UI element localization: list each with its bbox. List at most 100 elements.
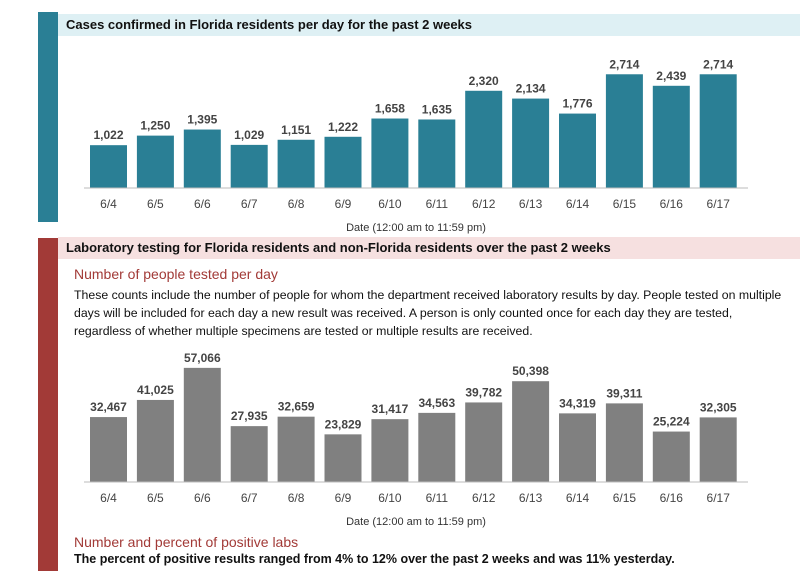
cases-tick-label: 6/6	[194, 197, 211, 211]
tested-subheading: Number of people tested per day	[74, 266, 278, 282]
tested-bar	[183, 367, 221, 482]
cases-value-label: 1,022	[93, 128, 123, 142]
positive-labs-summary: The percent of positive results ranged f…	[74, 552, 675, 566]
positive-labs-subheading: Number and percent of positive labs	[74, 534, 299, 550]
cases-tick-label: 6/4	[100, 197, 117, 211]
cases-value-label: 2,134	[516, 82, 546, 96]
tested-tick-label: 6/5	[147, 491, 164, 505]
tested-tick-label: 6/7	[241, 491, 258, 505]
tested-chart: 32,467 41,025 57,066 27,935 32,659 23,829 31,4…	[84, 351, 748, 528]
tested-tick-label: 6/8	[288, 491, 305, 505]
tested-bar	[699, 417, 737, 482]
tested-value-label: 23,829	[325, 417, 362, 431]
cases-bar	[183, 129, 221, 188]
tested-tick-label: 6/14	[566, 491, 590, 505]
cases-tick-label: 6/15	[613, 197, 637, 211]
tested-value-label: 39,311	[606, 386, 642, 400]
cases-bar	[90, 145, 127, 188]
cases-ticks: 6/4 6/5 6/6 6/7 6/8 6/9 6/10 6/11 6/12 6/13 6/14 6/…	[100, 197, 730, 211]
tested-value-label: 25,224	[653, 415, 690, 429]
tested-value-label: 50,398	[512, 364, 549, 378]
cases-value-label: 1,151	[281, 123, 311, 137]
cases-bar	[512, 98, 550, 188]
tested-tick-label: 6/16	[660, 491, 684, 505]
cases-bar	[699, 74, 737, 188]
cases-bar	[371, 118, 409, 188]
tested-bar	[465, 402, 503, 482]
cases-value-label: 1,635	[422, 102, 452, 116]
tested-tick-label: 6/6	[194, 491, 211, 505]
cases-bar	[605, 74, 643, 188]
cases-value-label: 2,714	[703, 57, 733, 71]
cases-tick-label: 6/17	[707, 197, 731, 211]
cases-bar	[559, 113, 596, 188]
cases-bar	[230, 144, 268, 188]
cases-tick-label: 6/13	[519, 197, 543, 211]
cases-value-label: 1,250	[140, 119, 170, 133]
tested-bar	[90, 417, 127, 482]
tested-bar	[371, 419, 409, 482]
tested-bars: 32,467 41,025 57,066 27,935 32,659 23,829 31,4…	[90, 351, 737, 482]
cases-x-axis-label: Date (12:00 am to 11:59 pm)	[346, 222, 486, 234]
tested-bar	[559, 413, 596, 482]
cases-value-label: 1,395	[187, 113, 217, 127]
tested-x-axis-label: Date (12:00 am to 11:59 pm)	[346, 516, 486, 528]
cases-chart: 1,022 1,250 1,395 1,029 1,151 1,222 1,658 1,635…	[84, 57, 748, 234]
tested-tick-label: 6/4	[100, 491, 117, 505]
cases-value-label: 1,222	[328, 120, 358, 134]
cases-tick-label: 6/7	[241, 197, 258, 211]
tested-value-label: 27,935	[231, 409, 268, 423]
cases-bars: 1,022 1,250 1,395 1,029 1,151 1,222 1,658 1,635…	[90, 57, 737, 188]
section2-header: Laboratory testing for Florida residents…	[58, 237, 800, 259]
cases-tick-label: 6/10	[378, 197, 402, 211]
section1-header: Cases confirmed in Florida residents per…	[58, 14, 800, 36]
cases-value-label: 2,320	[469, 74, 499, 88]
tested-bar	[512, 381, 550, 482]
tested-value-label: 41,025	[137, 383, 174, 397]
cases-bar	[465, 90, 503, 188]
tested-description: These counts include the number of peopl…	[74, 288, 782, 338]
tested-value-label: 34,319	[559, 396, 596, 410]
tested-tick-label: 6/9	[335, 491, 352, 505]
tested-bar	[277, 416, 315, 482]
tested-bar	[652, 431, 690, 482]
cases-bar	[652, 85, 690, 188]
tested-bar	[136, 399, 174, 482]
cases-tick-label: 6/9	[335, 197, 352, 211]
tested-tick-label: 6/12	[472, 491, 496, 505]
tested-tick-label: 6/17	[707, 491, 731, 505]
cases-tick-label: 6/8	[288, 197, 305, 211]
tested-tick-label: 6/15	[613, 491, 637, 505]
tested-value-label: 32,305	[700, 400, 737, 414]
tested-ticks: 6/4 6/5 6/6 6/7 6/8 6/9 6/10 6/11 6/12 6/13 6/14 6/…	[100, 491, 730, 505]
cases-tick-label: 6/5	[147, 197, 164, 211]
cases-tick-label: 6/14	[566, 197, 590, 211]
cases-tick-label: 6/11	[426, 197, 449, 211]
cases-bar	[136, 135, 174, 188]
tested-value-label: 57,066	[184, 351, 221, 365]
cases-value-label: 1,776	[562, 97, 592, 111]
tested-bar	[605, 403, 643, 482]
cases-value-label: 1,658	[375, 102, 405, 116]
cases-bar	[418, 119, 456, 188]
tested-tick-label: 6/13	[519, 491, 543, 505]
cases-bar	[277, 139, 315, 188]
cases-value-label: 2,714	[609, 57, 639, 71]
section1-accent-bar	[38, 12, 58, 222]
cases-bar	[324, 136, 362, 188]
tested-value-label: 39,782	[465, 385, 502, 399]
tested-value-label: 34,563	[418, 396, 455, 410]
tested-value-label: 32,467	[90, 400, 127, 414]
tested-tick-label: 6/10	[378, 491, 402, 505]
cases-tick-label: 6/16	[660, 197, 684, 211]
cases-tick-label: 6/12	[472, 197, 496, 211]
tested-bar	[230, 426, 268, 482]
tested-value-label: 32,659	[278, 400, 315, 414]
cases-value-label: 2,439	[656, 69, 686, 83]
tested-bar	[324, 434, 362, 482]
tested-value-label: 31,417	[372, 402, 409, 416]
tested-tick-label: 6/11	[426, 491, 449, 505]
section2-accent-bar	[38, 238, 58, 571]
cases-value-label: 1,029	[234, 128, 264, 142]
tested-bar	[418, 412, 456, 482]
